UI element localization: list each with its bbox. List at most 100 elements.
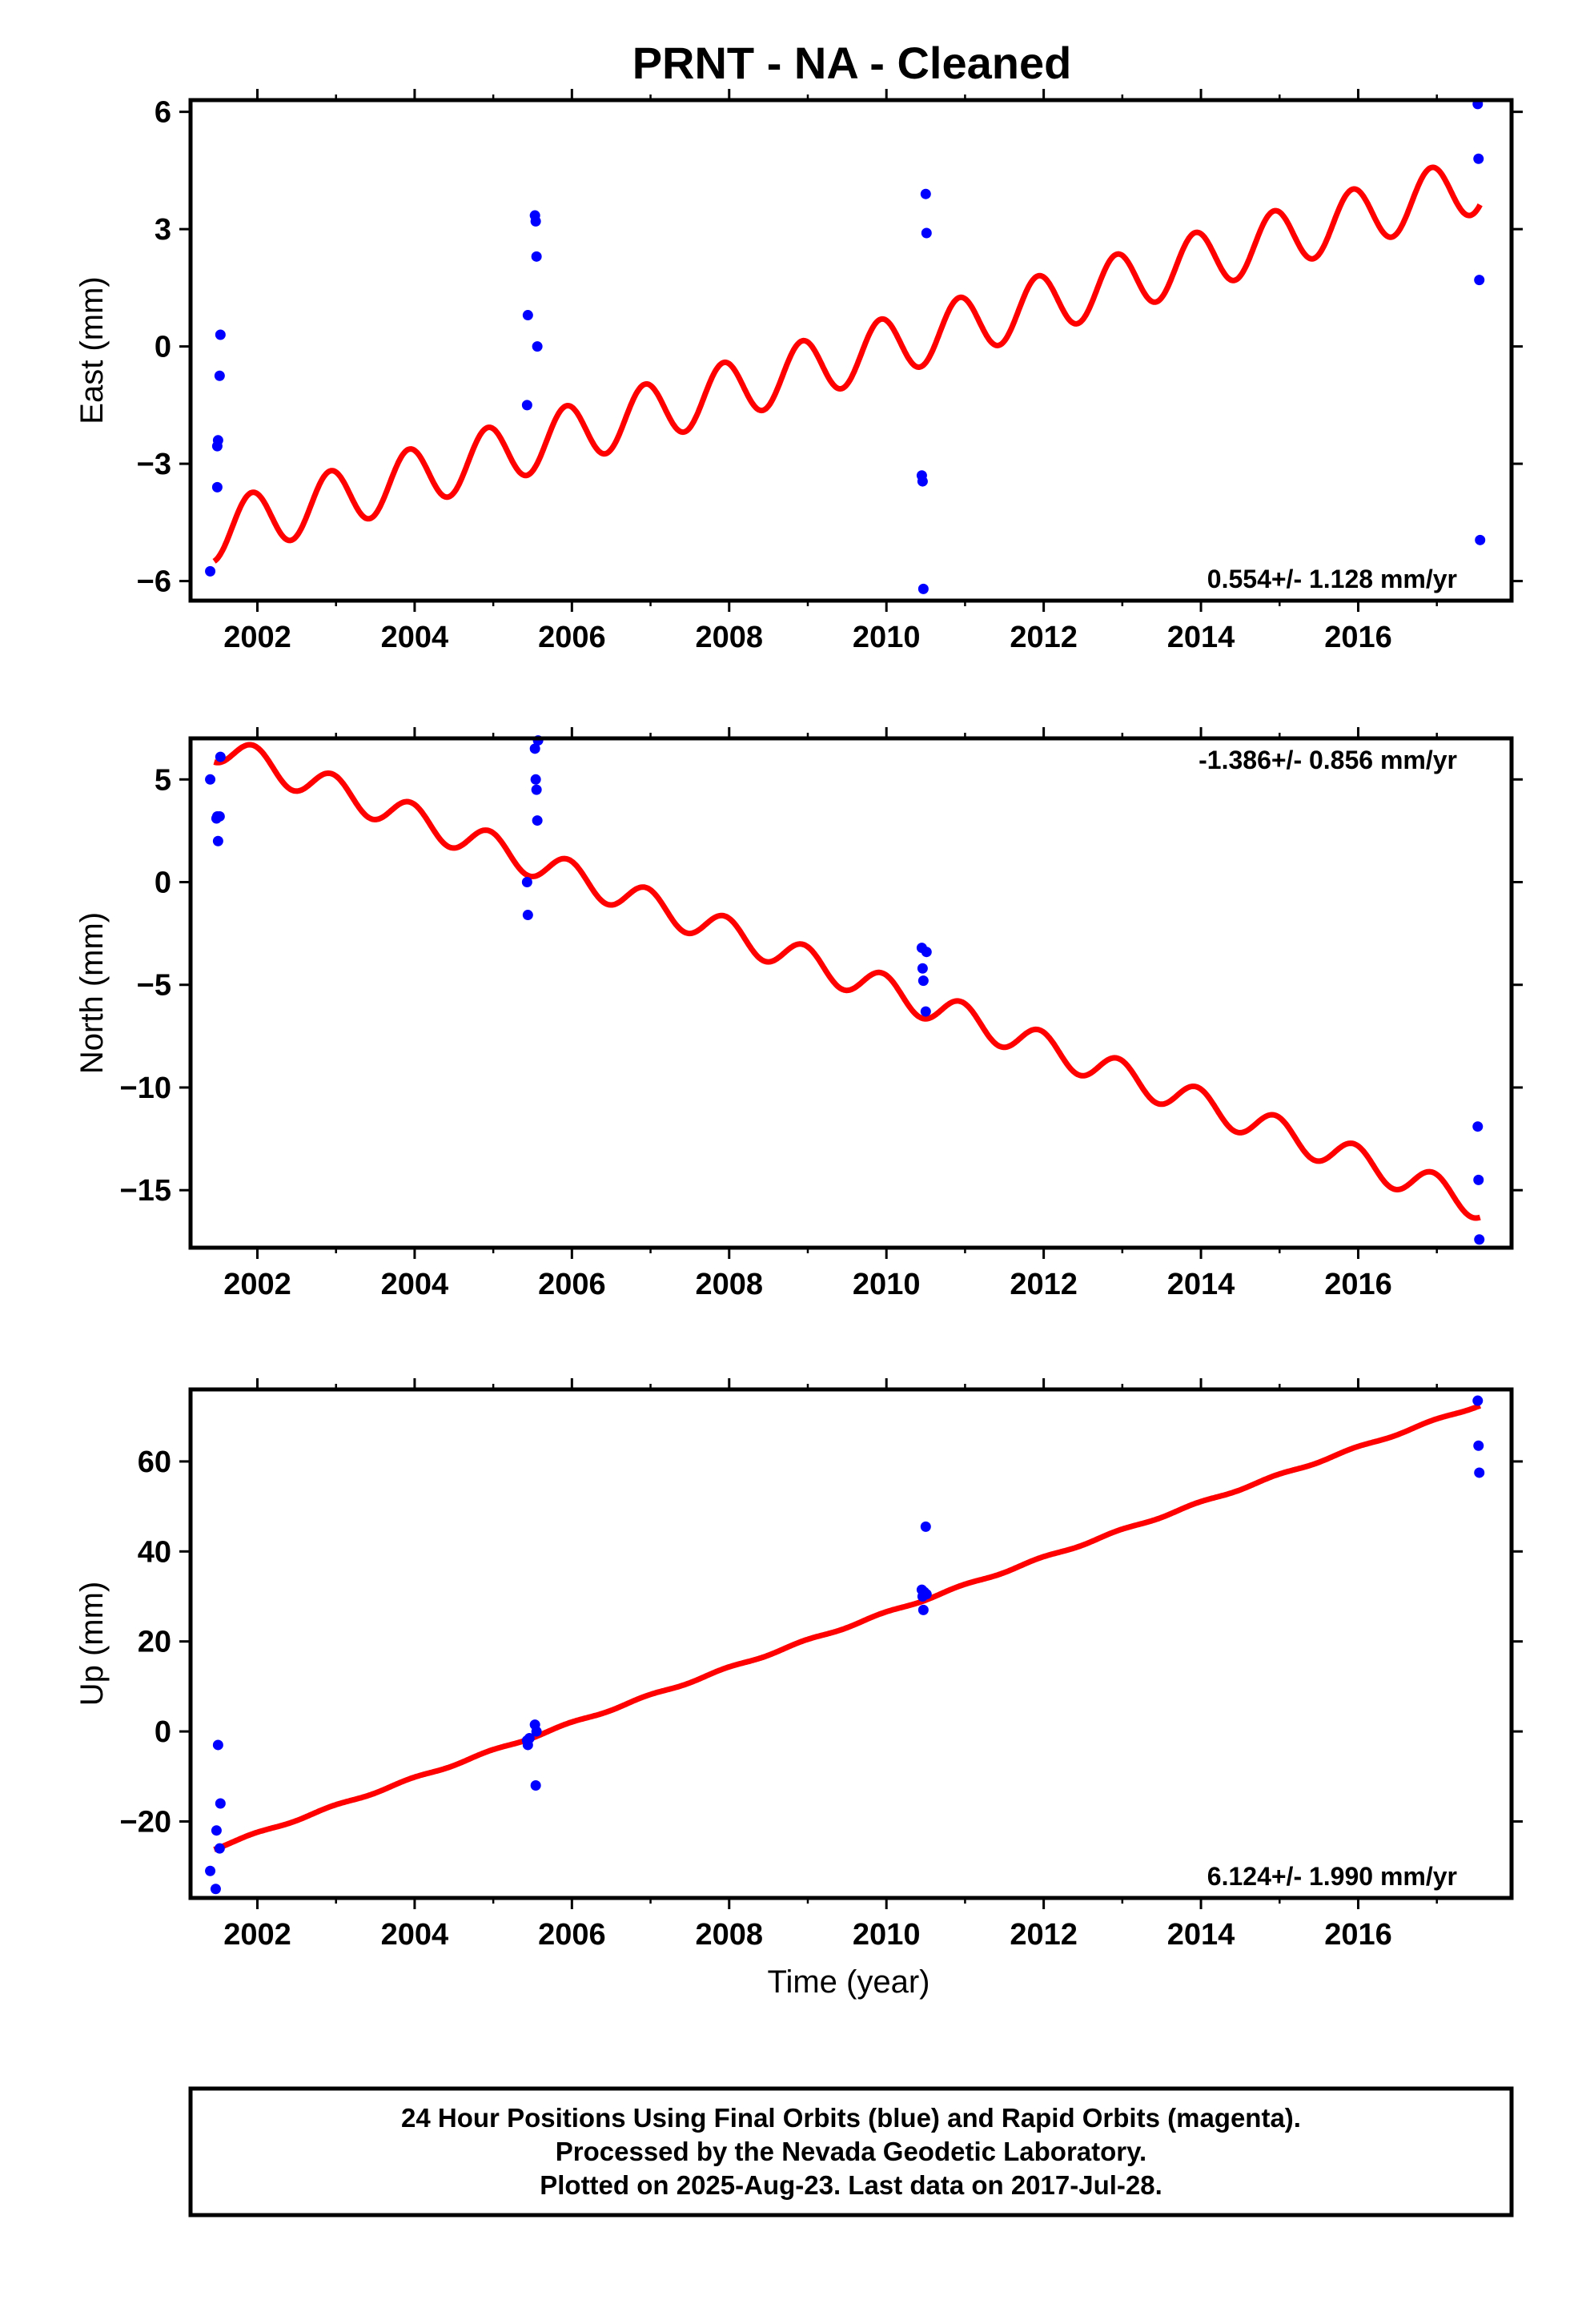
data-point: [210, 1884, 221, 1895]
data-point: [917, 476, 928, 487]
data-point: [1475, 534, 1486, 545]
x-axis-title: Time (year): [768, 1964, 930, 2000]
plot-frame: [188, 1387, 1514, 1900]
data-point: [531, 251, 542, 262]
x-tick-label: 2010: [853, 621, 921, 654]
y-tick-label: −10: [120, 1072, 171, 1105]
x-tick-label: 2004: [381, 1268, 449, 1301]
x-tick-label: 2006: [538, 1918, 606, 1952]
data-point: [1474, 275, 1485, 286]
data-point: [1473, 153, 1484, 164]
x-tick-label: 2012: [1010, 621, 1078, 654]
data-point: [211, 1825, 222, 1836]
y-tick-label: 6: [155, 96, 171, 130]
x-tick-label: 2002: [223, 621, 291, 654]
data-point: [921, 947, 932, 958]
data-point: [921, 227, 932, 239]
data-point: [522, 310, 533, 321]
up-panel: 2002 2004 2006 2008 2010 2012 2014 2016 −20 0 20 40…: [74, 1378, 1523, 1952]
data-point: [920, 1521, 931, 1532]
y-tick-label: −15: [120, 1174, 171, 1208]
y-tick-label: 5: [155, 763, 171, 797]
y-tick-label: 20: [138, 1626, 171, 1659]
y-axis-title: Up (mm): [74, 1582, 110, 1707]
fit-line: [212, 164, 1483, 564]
data-point: [1473, 1174, 1484, 1185]
x-tick-label: 2016: [1324, 1268, 1392, 1301]
footer-line-2: Processed by the Nevada Geodetic Laborat…: [556, 2137, 1146, 2166]
data-point: [1474, 1234, 1485, 1245]
x-tick-label: 2016: [1324, 1918, 1392, 1952]
x-tick-label: 2002: [223, 1918, 291, 1952]
x-tick-label: 2012: [1010, 1268, 1078, 1301]
data-point: [917, 583, 929, 594]
y-tick-label: 0: [155, 331, 171, 364]
x-tick-label: 2008: [695, 621, 763, 654]
y-tick-label: 0: [155, 866, 171, 900]
x-tick-label: 2008: [695, 1268, 763, 1301]
y-tick-label: 3: [155, 213, 171, 247]
x-tick-label: 2006: [538, 1268, 606, 1301]
fit-line: [212, 1403, 1482, 1852]
x-tick-label: 2016: [1324, 621, 1392, 654]
rate-label: 6.124+/- 1.990 mm/yr: [1207, 1862, 1457, 1891]
x-tick-label: 2010: [853, 1268, 921, 1301]
x-tick-label: 2014: [1167, 1268, 1235, 1301]
x-tick-label: 2010: [853, 1918, 921, 1952]
data-point: [530, 774, 541, 785]
data-point: [1474, 1467, 1485, 1478]
data-point: [215, 329, 226, 340]
y-tick-label: −3: [137, 448, 171, 481]
data-point: [214, 810, 225, 822]
footer-line-3: Plotted on 2025-Aug-23. Last data on 201…: [540, 2170, 1162, 2200]
data-point: [531, 1726, 542, 1737]
data-point: [205, 774, 216, 785]
data-point: [521, 877, 532, 888]
data-point: [529, 743, 540, 754]
data-point: [524, 1733, 535, 1744]
plot-frame: [188, 98, 1514, 603]
plot-frame: [188, 736, 1514, 1250]
x-tick-label: 2014: [1167, 1918, 1235, 1952]
data-point: [530, 215, 541, 227]
y-tick-label: 60: [138, 1445, 171, 1479]
x-tick-label: 2002: [223, 1268, 291, 1301]
rate-label: -1.386+/- 0.856 mm/yr: [1199, 746, 1457, 774]
data-point: [1473, 1440, 1484, 1451]
data-point: [1472, 1121, 1484, 1132]
data-point: [920, 188, 931, 199]
data-point: [917, 975, 929, 987]
data-point: [205, 565, 216, 577]
x-tick-label: 2014: [1167, 621, 1235, 654]
data-point: [212, 1739, 223, 1751]
y-tick-label: −6: [137, 565, 171, 599]
data-point: [917, 1604, 929, 1615]
data-point: [532, 815, 543, 826]
data-point: [530, 1780, 541, 1791]
x-tick-label: 2006: [538, 621, 606, 654]
data-point: [532, 341, 543, 352]
rate-label: 0.554+/- 1.128 mm/yr: [1207, 565, 1457, 593]
data-point: [215, 751, 226, 762]
data-point: [215, 1798, 226, 1809]
north-panel: 2002 2004 2006 2008 2010 2012 2014 2016 −15 −10 −5…: [74, 727, 1523, 1301]
data-point: [920, 1006, 931, 1017]
x-tick-label: 2012: [1010, 1918, 1078, 1952]
data-point: [214, 1843, 225, 1854]
x-tick-label: 2004: [381, 621, 449, 654]
y-tick-label: −5: [137, 969, 171, 1003]
y-axis-title: East (mm): [74, 276, 110, 424]
y-tick-label: 0: [155, 1715, 171, 1749]
footer-line-1: 24 Hour Positions Using Final Orbits (bl…: [401, 2103, 1301, 2133]
y-tick-label: −20: [120, 1805, 171, 1839]
data-point: [522, 910, 533, 921]
x-tick-label: 2008: [695, 1918, 763, 1952]
east-panel: 2002 2004 2006 2008 2010 2012 2014 2016 −6 −3 0 3 6 E…: [74, 89, 1523, 654]
data-point: [212, 835, 223, 846]
y-axis-title: North (mm): [74, 912, 110, 1074]
data-point: [211, 481, 223, 493]
fit-line: [212, 742, 1482, 1221]
data-point: [521, 400, 532, 411]
data-point: [205, 1865, 216, 1876]
